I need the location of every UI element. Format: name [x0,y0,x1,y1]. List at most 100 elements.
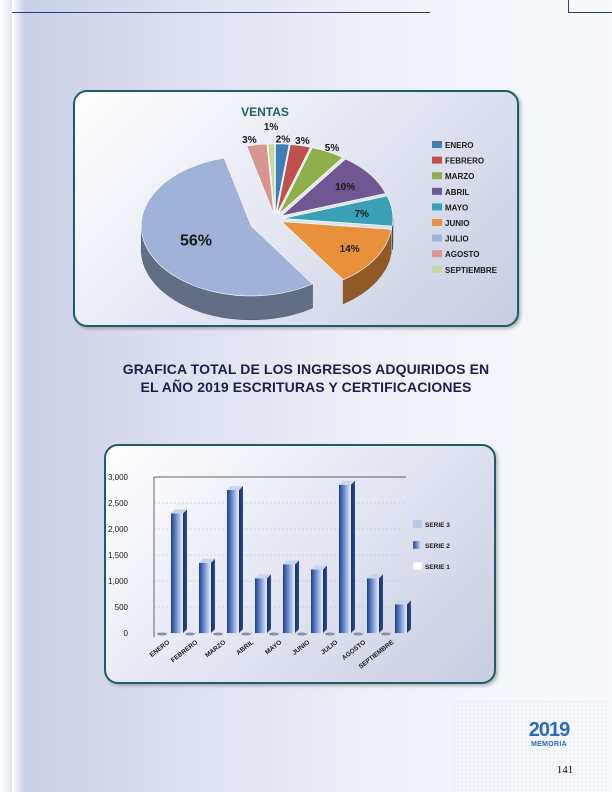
pie-legend-swatch-septiembre [432,265,442,273]
bar-x-tick-label-mayo: MAYO [264,639,283,656]
bar-serie-2-agosto [367,578,379,633]
bar-x-tick-label-junio: JUNIO [291,639,311,657]
bar-serie-2-side-agosto [379,574,383,633]
pie-label-junio: 14% [340,244,360,255]
bar-series [157,480,411,636]
bar-x-tick-label-febrero: FEBRERO [170,639,199,664]
bar-y-tick-label: 2,500 [108,499,129,508]
bar-x-tick-label-agosto: AGOSTO [341,639,367,662]
bar-serie-1-marzo [213,632,223,636]
bar-serie-2-side-marzo [239,486,243,633]
bar-gridlines [153,476,406,637]
pie-label-febrero: 3% [295,136,310,147]
bar-serie-2-top-mayo [283,560,299,565]
bar-legend-label-serie-3: SERIE 3 [425,522,450,529]
bar-legend-label-serie-2: SERIE 2 [425,543,450,550]
bar-serie-1-julio [325,632,335,636]
bar-serie-1-septiembre [381,632,391,636]
pie-chart-title: VENTAS [241,105,289,119]
bar-y-tick-label: 2,000 [108,525,129,534]
bar-x-tick-label-enero: ENERO [149,639,172,659]
pie-data-labels: 2% 3% 5% 10% 7% 14% 56% 3% 1% [180,122,369,255]
bar-serie-2-mayo [283,564,295,633]
bar-serie-2-top-septiembre [395,600,411,605]
bar-legend-swatch-serie-3 [412,519,423,529]
pie-chart: VENTAS 2% 3% 5% 10% 7% 14% 56% 3% 1% ENERO FEBRER… [140,105,498,321]
pie-legend-swatch-abril [432,187,442,195]
bar-x-tick-label-marzo: MARZO [204,639,227,659]
pie-slice-mayo [282,195,394,227]
figure-heading-line-1: GRAFICA TOTAL DE LOS INGRESOS ADQUIRIDOS… [122,361,490,377]
bar-y-tick-label: 3,000 [108,473,129,482]
pie-legend-swatch-mayo [432,203,442,211]
bar-legend-label-serie-1: SERIE 1 [425,564,450,571]
bar-serie-2-top-junio [311,565,327,570]
bar-serie-2-top-febrero [199,558,215,563]
pie-label-julio: 56% [180,233,212,250]
bar-serie-2-side-febrero [211,558,215,633]
pie-slice-agosto [246,143,275,214]
bar-serie-2-top-julio [339,480,355,485]
pie-legend-swatch-marzo [432,172,442,180]
bar-serie-2-side-abril [267,574,271,633]
top-rule [12,12,430,13]
bar-serie-2-abril [255,578,267,633]
pie-legend-swatch-enero [432,141,442,148]
bar-y-tick-label: 0 [124,629,129,638]
bar-serie-2-side-junio [323,565,327,633]
bar-serie-1-enero [157,632,167,636]
bar-legend-swatch-serie-1 [412,561,423,571]
pie-slice-enero [275,143,290,214]
pie-legend-label-marzo: MARZO [445,172,474,181]
bar-serie-2-top-marzo [227,486,243,490]
pie-label-mayo: 7% [354,209,369,220]
pie-slice-junio [281,221,392,281]
bar-y-tick-label: 1,500 [108,551,129,560]
bar-serie-2-junio [311,569,323,633]
bar-x-tick-label-abril: ABRIL [235,639,255,657]
top-rule-right [568,12,612,13]
bar-serie-2-marzo [227,490,239,633]
bar-serie-2-side-septiembre [407,600,411,633]
left-edge-stripe [0,0,12,792]
bar-serie-2-septiembre [395,604,407,633]
pie-legend-label-abril: ABRIL [445,188,470,197]
bar-serie-2-enero [171,513,183,633]
pie-legend-swatch-febrero [432,156,442,164]
pie-legend: ENERO FEBRERO MARZO ABRIL MAYO JUNIO JULIO AGOS… [432,141,498,275]
bar-legend: SERIE 3 SERIE 2 SERIE 1 [412,519,450,571]
bar-serie-2-side-enero [183,509,187,633]
pie-slice-abril [280,158,387,217]
pie-slices [140,143,394,297]
bar-x-tick-label-julio: JULIO [320,639,339,656]
pie-chart-panel: VENTAS 2% 3% 5% 10% 7% 14% 56% 3% 1% ENERO FEBRER… [73,90,519,327]
bar-serie-1-febrero [185,632,195,636]
bar-y-tick-labels: 3,000 2,500 2,000 1,500 1,000 500 0 [108,473,129,638]
bar-serie-2-febrero [199,562,211,633]
bar-y-tick-label: 500 [115,603,129,612]
page-number: 141 [556,764,574,776]
pie-slice-febrero [276,144,311,215]
pie-slice-julio [140,157,314,297]
pie-legend-label-febrero: FEBRERO [445,157,484,166]
pie-label-agosto: 3% [242,135,257,146]
figure-heading-line-2: EL AÑO 2019 ESCRITURAS Y CERTIFICACIONES [140,379,472,395]
bar-serie-1-junio [297,632,307,636]
pie-label-marzo: 5% [325,143,340,154]
pie-legend-swatch-junio [432,219,442,226]
decorative-dot-pattern [452,700,607,792]
bar-serie-2-side-julio [351,480,355,633]
pie-slice-marzo [278,147,344,215]
bar-y-tick-label: 1,000 [108,577,129,586]
pie-legend-label-junio: JUNIO [445,219,469,228]
pie-legend-swatch-julio [432,234,442,242]
pie-slice-septiembre [267,143,276,214]
bar-legend-swatch-serie-2 [412,540,423,550]
bar-serie-2-julio [339,484,351,633]
bar-serie-2-top-enero [171,509,187,514]
bar-serie-2-top-agosto [367,574,383,579]
bar-serie-2-side-mayo [295,560,299,633]
pie-legend-swatch-agosto [432,250,442,258]
pie-label-septiembre: 1% [264,122,279,133]
